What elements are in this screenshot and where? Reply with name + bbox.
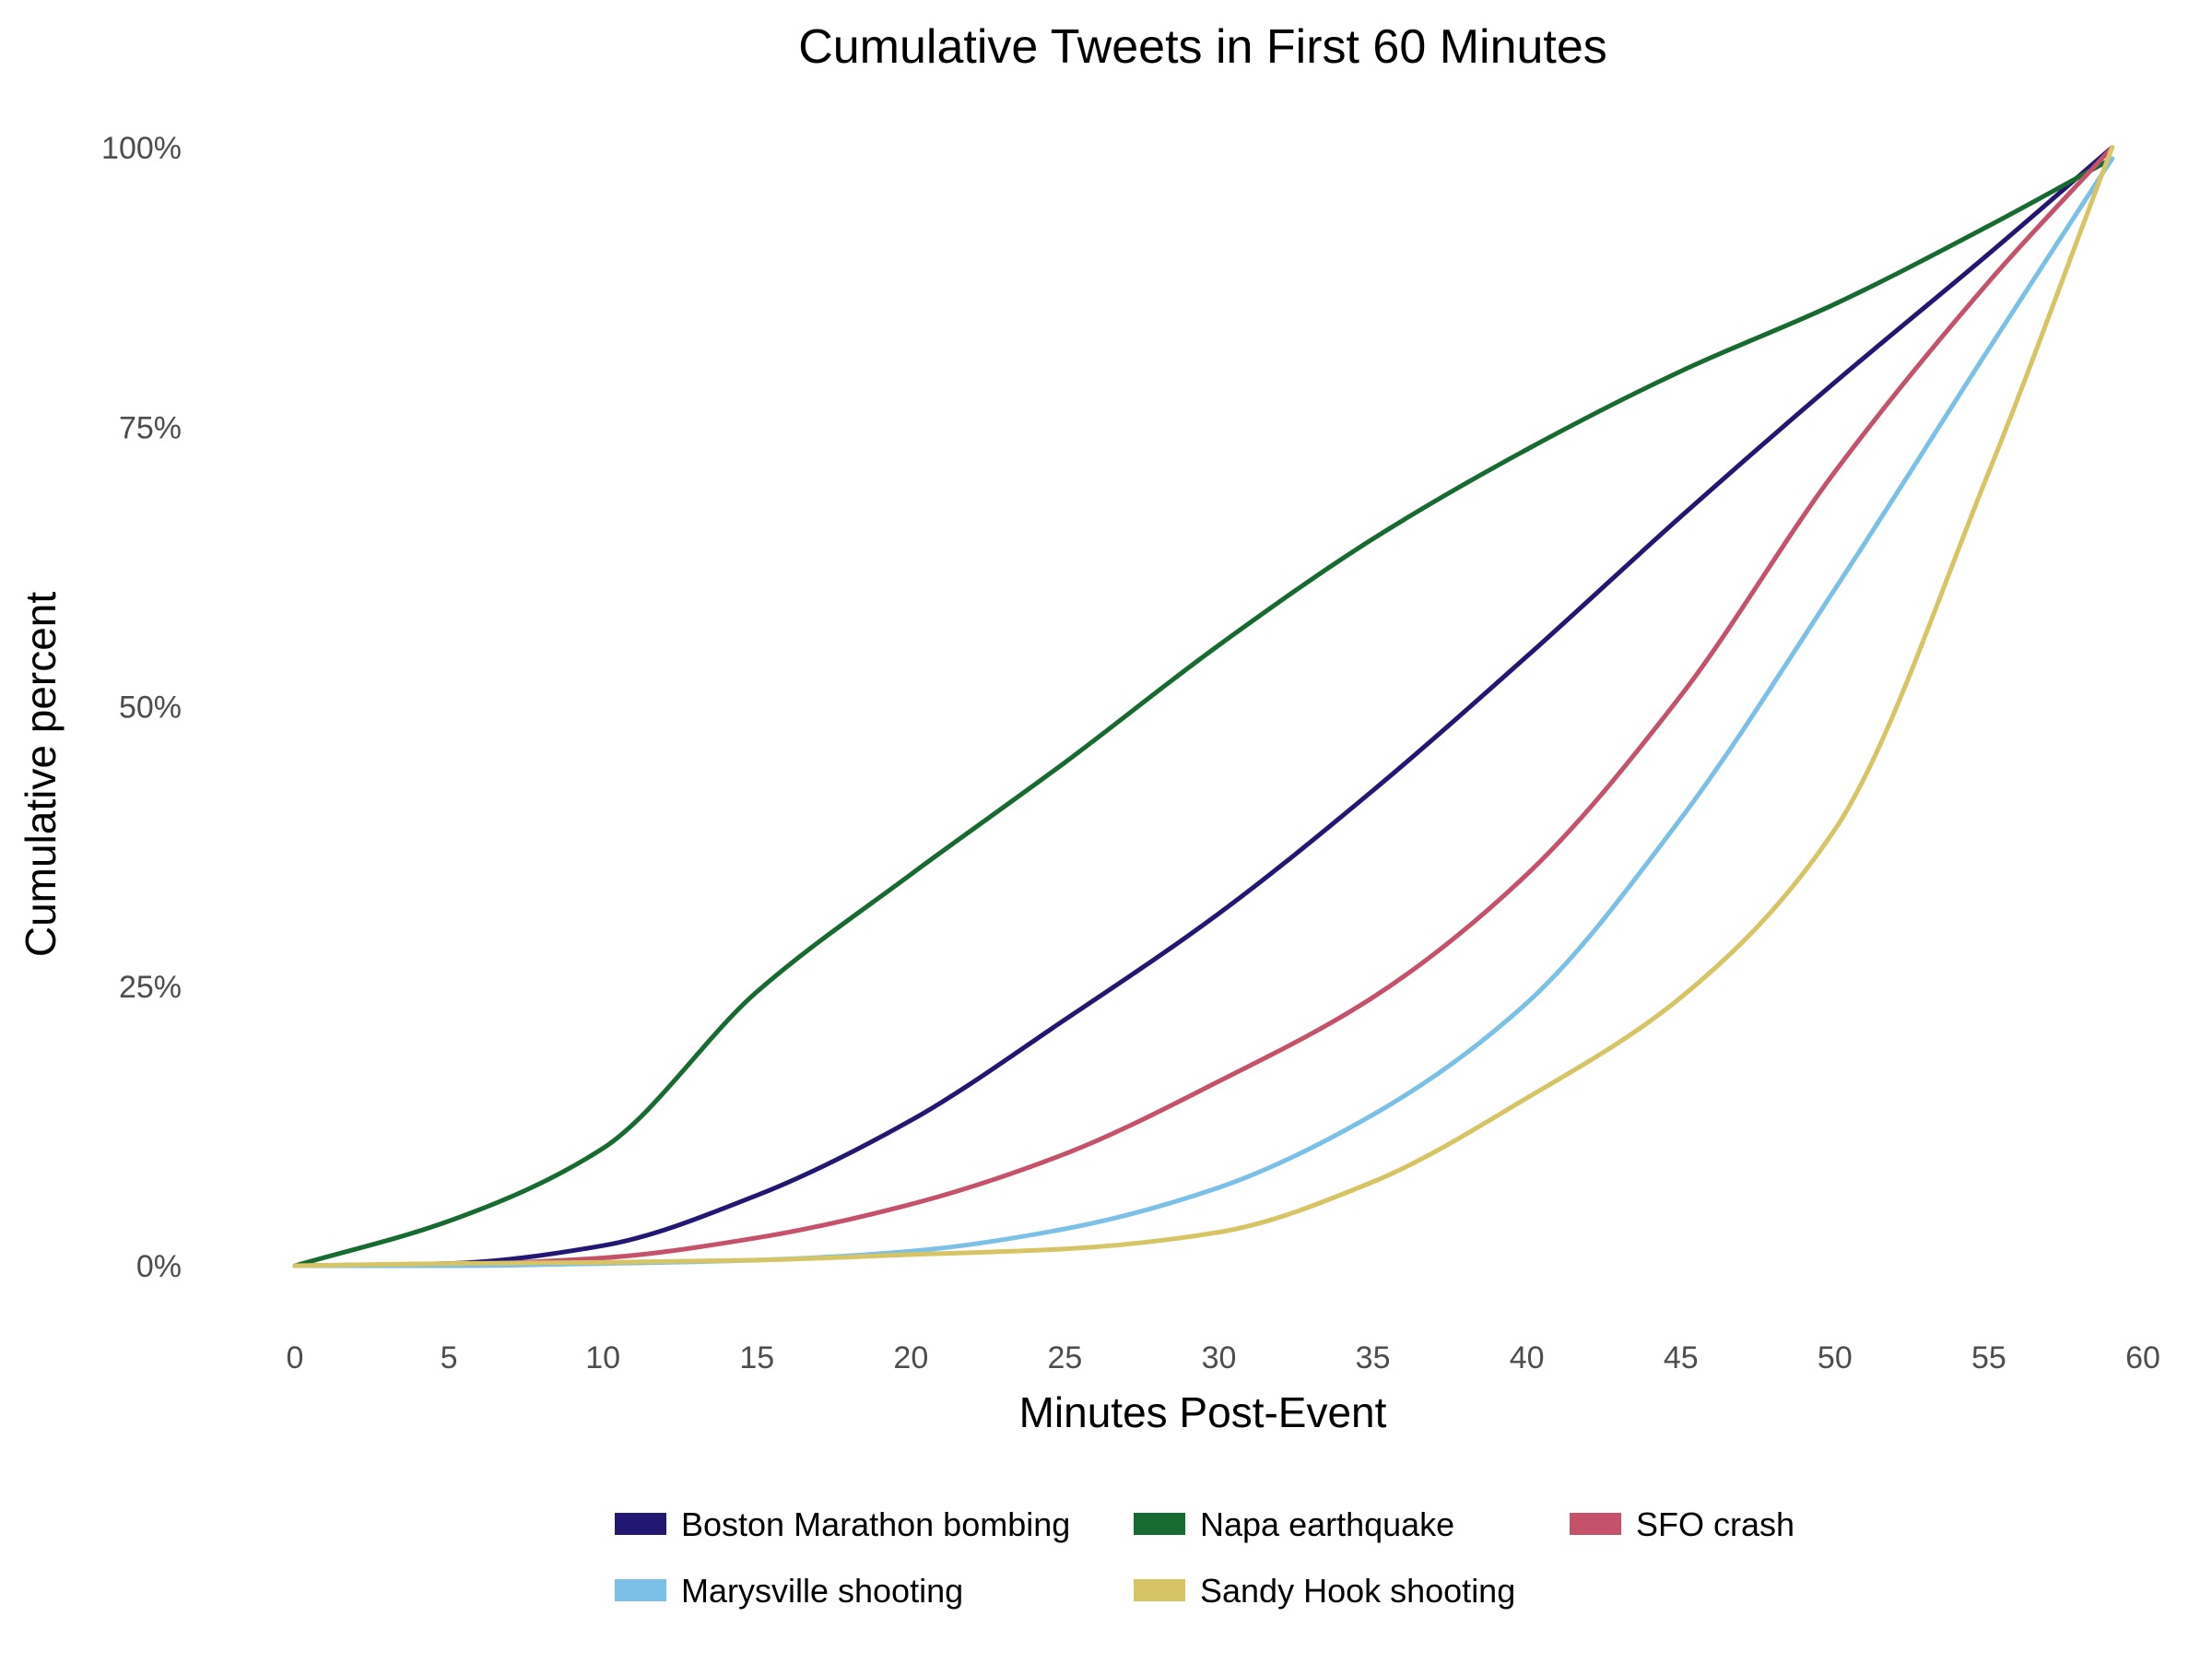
y-axis-ticks: 0% 25% 50% 75% 100% [101, 131, 182, 1284]
x-tick-label: 5 [441, 1340, 458, 1375]
x-tick-label: 10 [585, 1340, 620, 1375]
y-tick-label: 50% [119, 690, 182, 726]
legend-label: SFO crash [1636, 1505, 1794, 1543]
legend-item-sandy-hook-shooting: Sandy Hook shooting [1134, 1572, 1515, 1610]
legend-swatch [615, 1513, 666, 1535]
x-tick-label: 25 [1048, 1340, 1083, 1375]
series-line-sandy-hook-shooting [292, 145, 2115, 1269]
legend-item-napa-earthquake: Napa earthquake [1134, 1505, 1454, 1543]
legend-item-boston-marathon-bombing: Boston Marathon bombing [615, 1505, 1070, 1543]
legend-item-marysville-shooting: Marysville shooting [615, 1572, 963, 1610]
x-tick-label: 20 [893, 1340, 928, 1375]
x-tick-label: 30 [1202, 1340, 1237, 1375]
series-line-marysville-shooting [292, 156, 2115, 1269]
series-line-sfo-crash [292, 145, 2115, 1269]
series-lines [292, 145, 2115, 1269]
legend-swatch [615, 1579, 666, 1601]
legend-label: Marysville shooting [681, 1572, 963, 1610]
x-tick-label: 0 [287, 1340, 304, 1375]
series-line-boston-marathon-bombing [292, 145, 2115, 1269]
legend-label: Napa earthquake [1200, 1505, 1454, 1543]
legend-label: Sandy Hook shooting [1200, 1572, 1515, 1610]
y-tick-label: 0% [136, 1249, 182, 1284]
x-axis-label: Minutes Post-Event [1019, 1388, 1387, 1436]
legend-swatch [1134, 1513, 1185, 1535]
y-tick-label: 25% [119, 970, 182, 1005]
legend-swatch [1134, 1579, 1185, 1601]
legend: Boston Marathon bombing Napa earthquake SF… [615, 1505, 1794, 1610]
y-axis-label: Cumulative percent [17, 592, 65, 958]
legend-label: Boston Marathon bombing [681, 1505, 1070, 1543]
series-line-napa-earthquake [292, 156, 2115, 1269]
x-tick-label: 50 [1818, 1340, 1853, 1375]
x-tick-label: 60 [2125, 1340, 2160, 1375]
legend-swatch [1570, 1513, 1621, 1535]
x-tick-label: 40 [1510, 1340, 1545, 1375]
y-tick-label: 100% [101, 131, 182, 166]
x-tick-label: 45 [1664, 1340, 1699, 1375]
x-tick-label: 15 [739, 1340, 774, 1375]
x-tick-label: 55 [1971, 1340, 2006, 1375]
x-axis-ticks: 0 5 10 15 20 25 30 35 40 45 50 55 60 [287, 1340, 2160, 1375]
legend-item-sfo-crash: SFO crash [1570, 1505, 1794, 1543]
x-tick-label: 35 [1356, 1340, 1391, 1375]
y-tick-label: 75% [119, 410, 182, 445]
chart-title: Cumulative Tweets in First 60 Minutes [798, 20, 1607, 74]
